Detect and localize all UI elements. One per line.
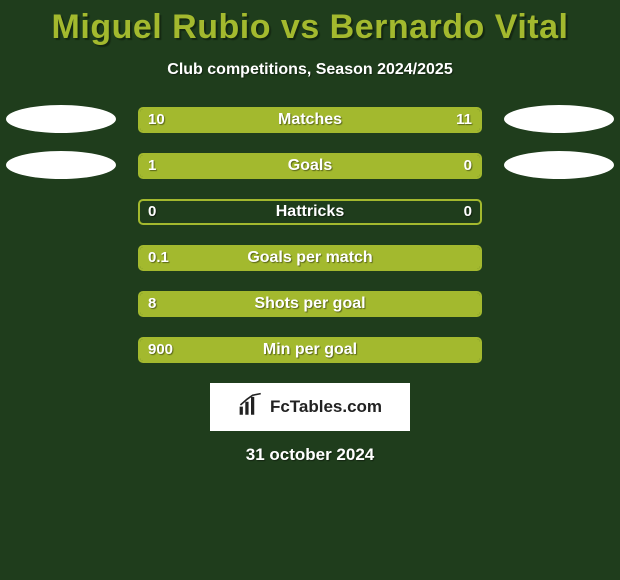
value-left: 1 xyxy=(138,153,166,179)
bar-track xyxy=(138,245,482,271)
stats-container: 1011Matches10Goals00Hattricks0.1Goals pe… xyxy=(0,107,620,363)
value-left: 900 xyxy=(138,337,183,363)
bar-left xyxy=(140,339,480,361)
avatar-left xyxy=(6,105,116,133)
avatar-left xyxy=(6,151,116,179)
stat-row: 10Goals xyxy=(0,153,620,179)
value-left: 0 xyxy=(138,199,166,225)
value-left: 0.1 xyxy=(138,245,179,271)
avatar-right xyxy=(504,151,614,179)
bar-track xyxy=(138,107,482,133)
stat-row: 1011Matches xyxy=(0,107,620,133)
date-line: 31 october 2024 xyxy=(0,445,620,465)
value-right: 0 xyxy=(454,153,482,179)
value-right: 11 xyxy=(446,107,482,133)
brand-badge: FcTables.com xyxy=(210,383,410,431)
value-left: 8 xyxy=(138,291,166,317)
stat-row: 00Hattricks xyxy=(0,199,620,225)
chart-icon xyxy=(238,392,264,423)
bar-left xyxy=(140,247,480,269)
brand-text: FcTables.com xyxy=(270,397,382,417)
bar-track xyxy=(138,291,482,317)
value-right xyxy=(462,337,482,363)
avatar-right xyxy=(504,105,614,133)
value-right: 0 xyxy=(454,199,482,225)
bar-left xyxy=(140,293,480,315)
subtitle: Club competitions, Season 2024/2025 xyxy=(0,61,620,79)
stat-row: 0.1Goals per match xyxy=(0,245,620,271)
value-right xyxy=(462,291,482,317)
page-title: Miguel Rubio vs Bernardo Vital xyxy=(0,0,620,47)
bar-track xyxy=(138,153,482,179)
bar-track xyxy=(138,199,482,225)
value-right xyxy=(462,245,482,271)
stat-row: 900Min per goal xyxy=(0,337,620,363)
value-left: 10 xyxy=(138,107,175,133)
bar-track xyxy=(138,337,482,363)
stat-row: 8Shots per goal xyxy=(0,291,620,317)
bar-left xyxy=(140,155,402,177)
